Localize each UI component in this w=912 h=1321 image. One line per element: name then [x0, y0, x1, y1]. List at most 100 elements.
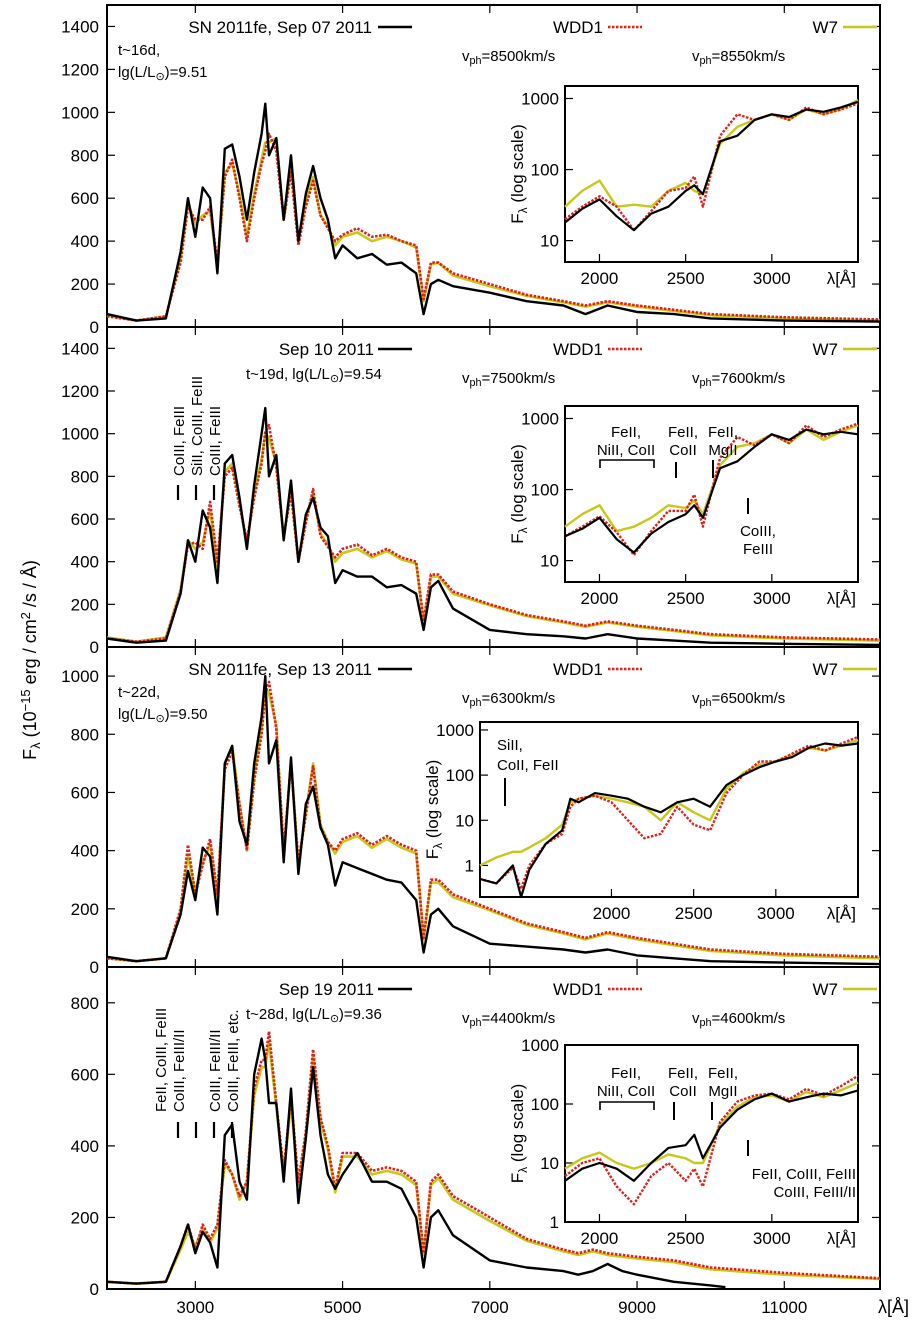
inset-y-tick-label: 1000: [436, 721, 474, 740]
inset-x-tick-label: 2000: [581, 589, 619, 608]
inset-annotation: NiII, CoII: [597, 442, 655, 459]
wdd1-legend-label: WDD1: [553, 660, 603, 679]
x-tick-label: 3000: [176, 1298, 214, 1317]
y-axis-label: Fλ (10−15 erg / cm2 /s / Å): [18, 560, 43, 760]
inset-annotation: CoIII,: [740, 523, 776, 540]
x-tick-label: 7000: [471, 1298, 509, 1317]
inset-x-tick-label: 2500: [675, 904, 713, 923]
inset-x-tick-label: 3000: [753, 1229, 791, 1248]
vph-w7-label: vph=8550km/s: [692, 48, 785, 67]
spectrum-panel-3: 0 200 400 600 800 1000 SN 2011fe, Sep 13 2011 W…: [61, 646, 881, 977]
vph-wdd1-label: vph=8500km/s: [462, 48, 555, 67]
inset-annotation: CoII, FeII: [497, 757, 559, 774]
inset-frame: [564, 1044, 859, 1223]
wdd1-legend-label: WDD1: [553, 18, 603, 37]
line-id-annotation: CoIII, FeIII: [171, 406, 188, 476]
epoch-label: t~16d,: [118, 42, 160, 59]
vph-wdd1-label: vph=7500km/s: [462, 370, 555, 389]
inset-y-tick-label: 1000: [521, 1036, 559, 1055]
inset-x-axis-label: λ[Å]: [827, 589, 856, 608]
inset-y-tick-label: 10: [540, 552, 559, 571]
inset-y-tick-label: 1: [465, 856, 474, 875]
spectrum-panel-1: 0 200 400 600 800 1000 1200 1400 SN 2011fe, Sep …: [61, 4, 881, 337]
inset-y-tick-label: 1000: [521, 410, 559, 429]
y-tick-label: 1000: [61, 103, 99, 122]
panel-frame: [106, 966, 881, 1290]
inset-y-tick-label: 100: [531, 481, 559, 500]
x-axis-label: λ[Å]: [878, 1297, 909, 1317]
inset-y-tick-label: 10: [455, 811, 474, 830]
epoch-luminosity-label: t~19d, lg(L/L⊙)=9.54: [246, 366, 382, 385]
inset-x-tick-label: 3000: [753, 589, 791, 608]
observed-spectrum-line: [106, 1037, 726, 1289]
wdd1-model-line: [106, 423, 881, 644]
y-tick-label: 0: [90, 318, 99, 337]
y-tick-label: 200: [71, 595, 99, 614]
inset-annotation-bracket: [599, 1101, 655, 1110]
inset-annotation: CoII: [669, 442, 697, 459]
inset-annotation: FeII,: [668, 1065, 698, 1082]
inset-x-tick-label: 2000: [593, 904, 631, 923]
inset-annotation: FeII,: [708, 1065, 738, 1082]
observed-spectrum-line: [106, 406, 881, 647]
inset-annotation: MgII: [708, 442, 737, 459]
w7-legend-label: W7: [813, 660, 839, 679]
y-tick-label: 400: [71, 553, 99, 572]
observed-legend-label: Sep 10 2011: [279, 340, 374, 359]
y-tick-label: 0: [90, 958, 99, 977]
line-id-annotation: FeII, CoIII, FeIII: [153, 1008, 170, 1112]
inset-annotation: FeII,: [668, 424, 698, 441]
y-tick-label: 800: [71, 994, 99, 1013]
line-id-annotation: CoIII, FeIII: [207, 406, 224, 476]
inset-x-tick-label: 2000: [581, 269, 619, 288]
inset-observed-line: [564, 428, 859, 554]
inset-observed-line: [564, 1089, 859, 1182]
inset-y-tick-label: 100: [531, 161, 559, 180]
inset-x-tick-label: 2500: [667, 269, 705, 288]
inset-x-axis-label: λ[Å]: [827, 904, 856, 923]
y-tick-label: 1400: [61, 339, 99, 358]
x-tick-label: 9000: [618, 1298, 656, 1317]
y-tick-label: 0: [90, 1280, 99, 1299]
inset-x-tick-label: 3000: [753, 269, 791, 288]
line-id-annotation: SiII, CoIII, FeIII: [189, 376, 206, 476]
inset-y-tick-label: 100: [446, 766, 474, 785]
luminosity-label: lg(L/L⊙)=9.50: [118, 706, 208, 725]
vph-w7-label: vph=6500km/s: [692, 690, 785, 709]
wdd1-legend-label: WDD1: [553, 980, 603, 999]
inset-y-tick-label: 1000: [521, 90, 559, 109]
inset-x-tick-label: 2500: [667, 1229, 705, 1248]
y-tick-label: 1400: [61, 17, 99, 36]
inset-panel-3: 1 10 100 1000 2000 2500 3000 λ[Å] Fλ (log scale): [423, 721, 859, 923]
inset-2-annotations: FeII,NiII, CoIIFeII,CoIIFeII,MgIICoIII,F…: [597, 424, 776, 558]
inset-annotation: MgII: [708, 1083, 737, 1100]
inset-panel-2: 10 100 1000 2000 2500 3000 λ[Å] Fλ (log scale): [508, 405, 859, 608]
observed-legend-label: Sep 19 2011: [279, 980, 374, 999]
inset-annotation-red: CoIII, FeIII/II: [773, 1184, 856, 1201]
w7-legend-label: W7: [813, 18, 839, 37]
y-tick-label: 0: [90, 638, 99, 657]
inset-annotation: FeII,: [708, 424, 738, 441]
inset-frame: [479, 721, 859, 898]
inset-x-axis-label: λ[Å]: [827, 1229, 856, 1248]
epoch-label: t~22d,: [118, 684, 160, 701]
inset-wdd1-line: [479, 735, 859, 891]
observed-legend-label: SN 2011fe, Sep 07 2011: [188, 18, 372, 37]
epoch-luminosity-label: t~28d, lg(L/L⊙)=9.36: [246, 1006, 382, 1025]
inset-wdd1-line: [564, 1074, 859, 1206]
inset-y-tick-label: 10: [540, 1154, 559, 1173]
x-tick-label: 5000: [324, 1298, 362, 1317]
line-id-annotation: CoIII, FeIII/II: [171, 1029, 188, 1112]
y-tick-label: 600: [71, 510, 99, 529]
inset-observed-line: [564, 100, 859, 232]
y-tick-label: 200: [71, 900, 99, 919]
y-tick-label: 200: [71, 275, 99, 294]
inset-annotation-bracket: [599, 459, 655, 468]
inset-y-tick-label: 1: [550, 1213, 559, 1232]
wdd1-model-line: [106, 680, 881, 963]
inset-y-axis-label: Fλ (log scale): [508, 444, 530, 544]
vph-w7-label: vph=7600km/s: [692, 370, 785, 389]
vph-wdd1-label: vph=6300km/s: [462, 690, 555, 709]
inset-x-tick-label: 2500: [667, 589, 705, 608]
inset-w7-line: [564, 1081, 859, 1170]
